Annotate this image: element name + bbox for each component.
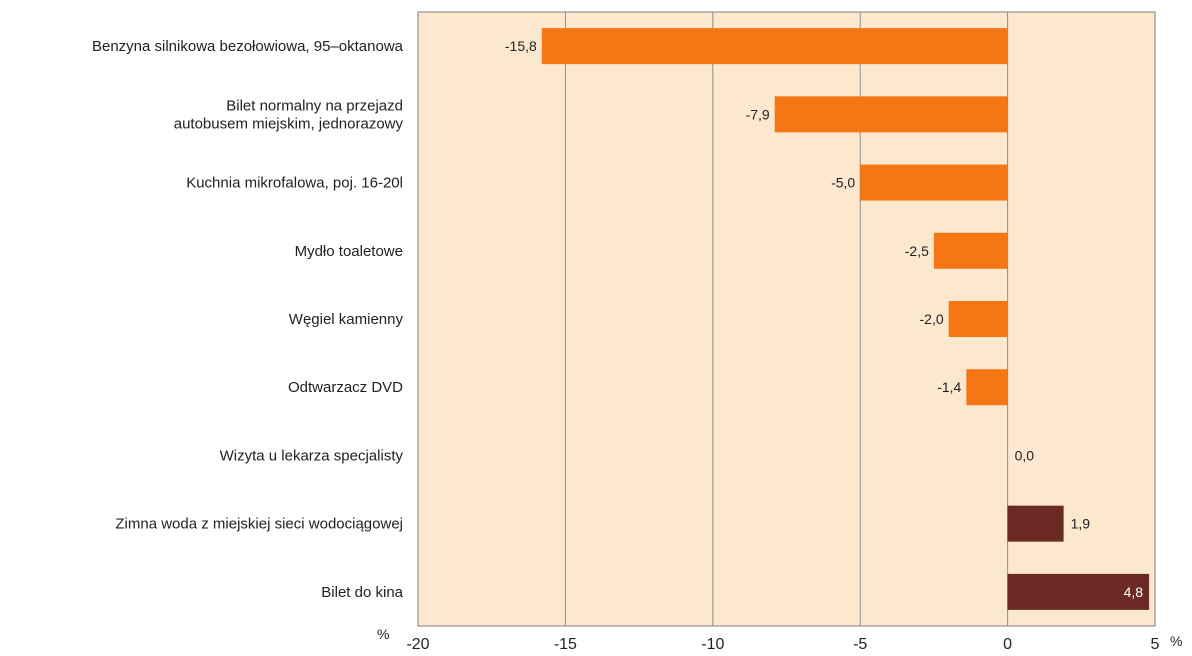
bar [1008,506,1064,542]
category-label: Wizyta u lekarza specjalisty [220,447,404,464]
category-label: Bilet do kina [321,584,403,601]
category-label: Odtwarzacz DVD [288,379,403,396]
category-label: Zimna woda z miejskiej sieci wodociągowe… [115,516,403,533]
bar [934,233,1008,269]
data-label: -2,5 [905,243,929,259]
bar [966,369,1007,405]
data-label: -5,0 [831,175,855,191]
bar [949,301,1008,337]
data-label: -7,9 [746,106,770,122]
x-tick-label: 0 [1003,636,1012,653]
x-tick-label: -20 [406,636,429,653]
category-label: Kuchnia mikrofalowa, poj. 16-20l [186,175,403,192]
bar [542,28,1008,64]
data-label: 1,9 [1071,516,1091,532]
data-label: 0,0 [1015,447,1035,463]
x-tick-label: 5 [1151,636,1160,653]
category-label: Bilet normalny na przejazd autobusem miej… [174,97,404,132]
category-label: Benzyna silnikowa bezołowiowa, 95–oktano… [92,38,404,55]
x-tick-labels: -20 -15 -10 -5 0 5 [406,636,1159,653]
x-tick-label: -15 [554,636,577,653]
data-label: -1,4 [937,379,961,395]
x-tick-label: -5 [853,636,867,653]
bar [860,165,1007,201]
data-label: -15,8 [505,38,537,54]
x-tick-label: -10 [701,636,724,653]
data-label: 4,8 [1124,584,1144,600]
data-label: -2,0 [920,311,944,327]
unit-label-right: % [1170,633,1182,649]
bar [775,96,1008,132]
category-label: Węgiel kamienny [289,311,404,328]
unit-label-left: % [377,626,389,642]
category-labels: Benzyna silnikowa bezołowiowa, 95–oktano… [92,38,404,601]
category-label: Mydło toaletowe [295,243,403,260]
